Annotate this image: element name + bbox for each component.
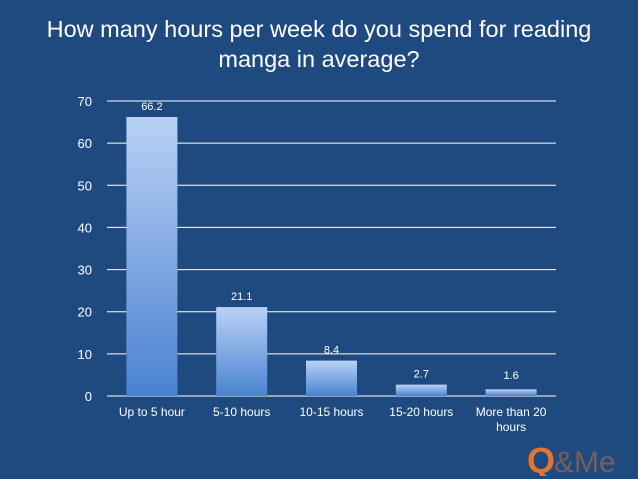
- y-tick-label: 10: [78, 347, 92, 362]
- gridlines: [107, 100, 556, 397]
- x-axis-tick-labels: Up to 5 hour 5-10 hours 10-15 hours 15-20 h…: [119, 405, 547, 434]
- data-label: 1.6: [503, 370, 518, 382]
- bar: [216, 307, 268, 396]
- y-tick-label: 30: [78, 263, 92, 278]
- bar: [306, 360, 357, 396]
- data-label: 2.7: [414, 369, 429, 381]
- data-labels: 66.2 21.1 8.4 2.7 1.6: [141, 101, 519, 382]
- bar: [126, 117, 178, 396]
- y-tick-label: 0: [85, 389, 92, 404]
- logo-q: Q: [527, 442, 555, 476]
- data-label: 8.4: [324, 345, 339, 357]
- bars: [126, 117, 537, 396]
- y-axis-tick-labels: 0 10 20 30 40 50 60 70: [78, 94, 92, 404]
- x-tick-label: 15-20 hours: [389, 405, 453, 419]
- y-tick-label: 50: [78, 178, 92, 193]
- chart-title-line-1: How many hours per week do you spend for…: [46, 16, 592, 42]
- qandme-logo: Q &Me: [527, 442, 616, 476]
- x-tick-label: Up to 5 hour: [119, 405, 185, 419]
- x-tick-label: More than 20 hours: [476, 405, 547, 434]
- chart-title-line-2: manga in average?: [218, 46, 420, 72]
- y-tick-label: 60: [78, 136, 92, 151]
- y-tick-label: 20: [78, 305, 92, 320]
- chart-title: How many hours per week do you spend for…: [20, 14, 618, 74]
- data-label: 21.1: [231, 291, 252, 303]
- bar: [395, 384, 447, 396]
- y-tick-label: 40: [78, 220, 92, 235]
- logo-rest: &Me: [554, 446, 616, 476]
- x-tick-label: 5-10 hours: [213, 405, 270, 419]
- data-label: 66.2: [141, 101, 162, 113]
- bar: [485, 389, 537, 396]
- x-tick-label: 10-15 hours: [299, 405, 363, 419]
- y-tick-label: 70: [78, 94, 92, 109]
